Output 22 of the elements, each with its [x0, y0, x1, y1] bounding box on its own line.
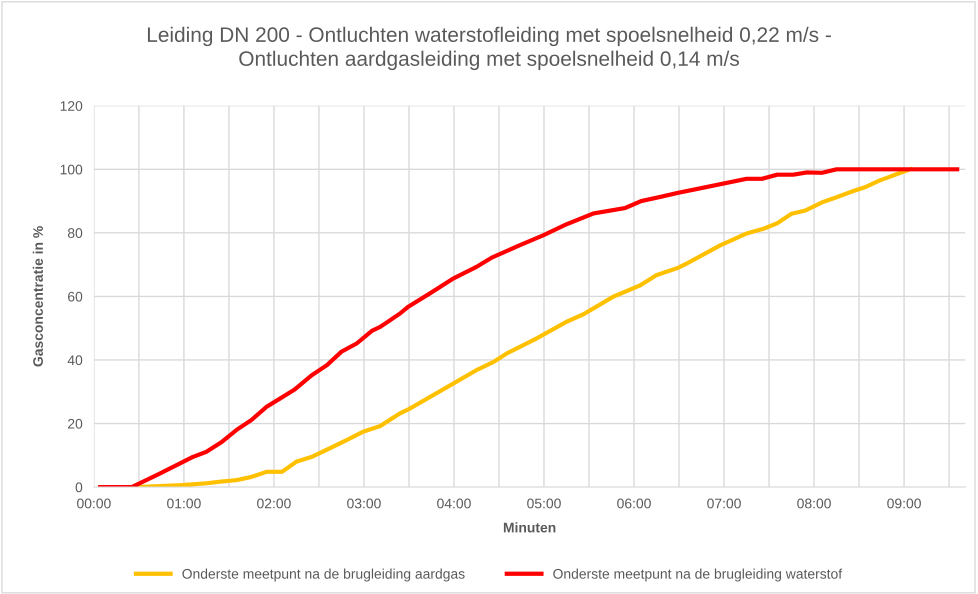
x-tick-label: 01:00 [167, 498, 201, 508]
x-tick-label: 08:00 [797, 498, 831, 508]
y-tick-label: 40 [68, 355, 82, 366]
x-tick-label: 09:00 [887, 498, 921, 508]
y-tick-label: 80 [68, 228, 82, 238]
x-axis-title: Minuten [504, 522, 556, 532]
y-tick-label: 0 [76, 482, 82, 492]
x-tick-label: 04:00 [437, 498, 471, 508]
x-tick-label: 03:00 [347, 498, 381, 508]
chart-title: Leiding DN 200 - Ontluchten waterstofleiding met spoelsnelheid 0,22 m/s - Ontluchten aardgasleiding met spoelsnelheid 0,14 m/s [148, 26, 831, 70]
x-tick-label: 07:00 [707, 498, 741, 508]
x-tick-label: 02:00 [257, 498, 291, 508]
x-tick-label: 05:00 [527, 498, 561, 508]
y-tick-label: 20 [68, 418, 82, 429]
x-tick-label: 00:00 [77, 498, 111, 508]
y-axis-title: Gasconcentratie in % [32, 226, 43, 366]
y-tick-label: 60 [68, 292, 82, 302]
legend-label: Onderste meetpunt na de brugleiding waterstof [553, 568, 842, 582]
y-tick-label: 100 [60, 164, 82, 174]
y-tick-label: 120 [60, 101, 82, 111]
x-tick-label: 06:00 [617, 498, 651, 508]
legend-label: Onderste meetpunt na de brugleiding aardgas [182, 568, 465, 582]
